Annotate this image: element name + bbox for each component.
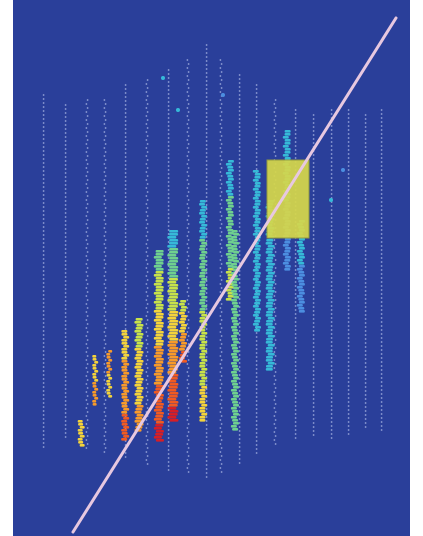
background [13,0,410,536]
channel-column [85,99,89,449]
channel-column [186,59,190,473]
hit-band [252,170,261,332]
hit-band [153,250,164,442]
event-display-frame [13,0,410,536]
channel-column [294,109,297,439]
channel-column [380,109,383,431]
channel-columns [42,44,383,478]
muon-track-line [71,16,398,534]
channel-column [347,109,350,435]
hit-band [106,350,113,398]
isolated-hit [329,198,333,202]
channel-column [103,99,107,453]
hit-band [167,230,179,422]
hit-band [92,355,99,406]
hit-band [199,200,208,422]
isolated-hit [176,108,180,112]
isolated-hit [221,93,225,97]
hit-band [134,318,144,432]
event-display-image [13,0,410,536]
hit-band [121,330,130,441]
isolated-hit [161,76,165,80]
hit-clusters [77,76,345,447]
channel-column [145,79,149,465]
isolated-hit [341,168,345,172]
hit-band [230,230,240,431]
channel-column [42,94,45,448]
channel-column [364,114,367,428]
hit-band [77,420,85,447]
channel-column [330,109,333,439]
hit-band [178,300,188,363]
channel-column [312,114,315,436]
channel-column [64,104,67,438]
channel-column [238,74,241,464]
energy-deposit-box [266,159,310,239]
channel-column [219,59,223,473]
hit-band [225,160,234,301]
